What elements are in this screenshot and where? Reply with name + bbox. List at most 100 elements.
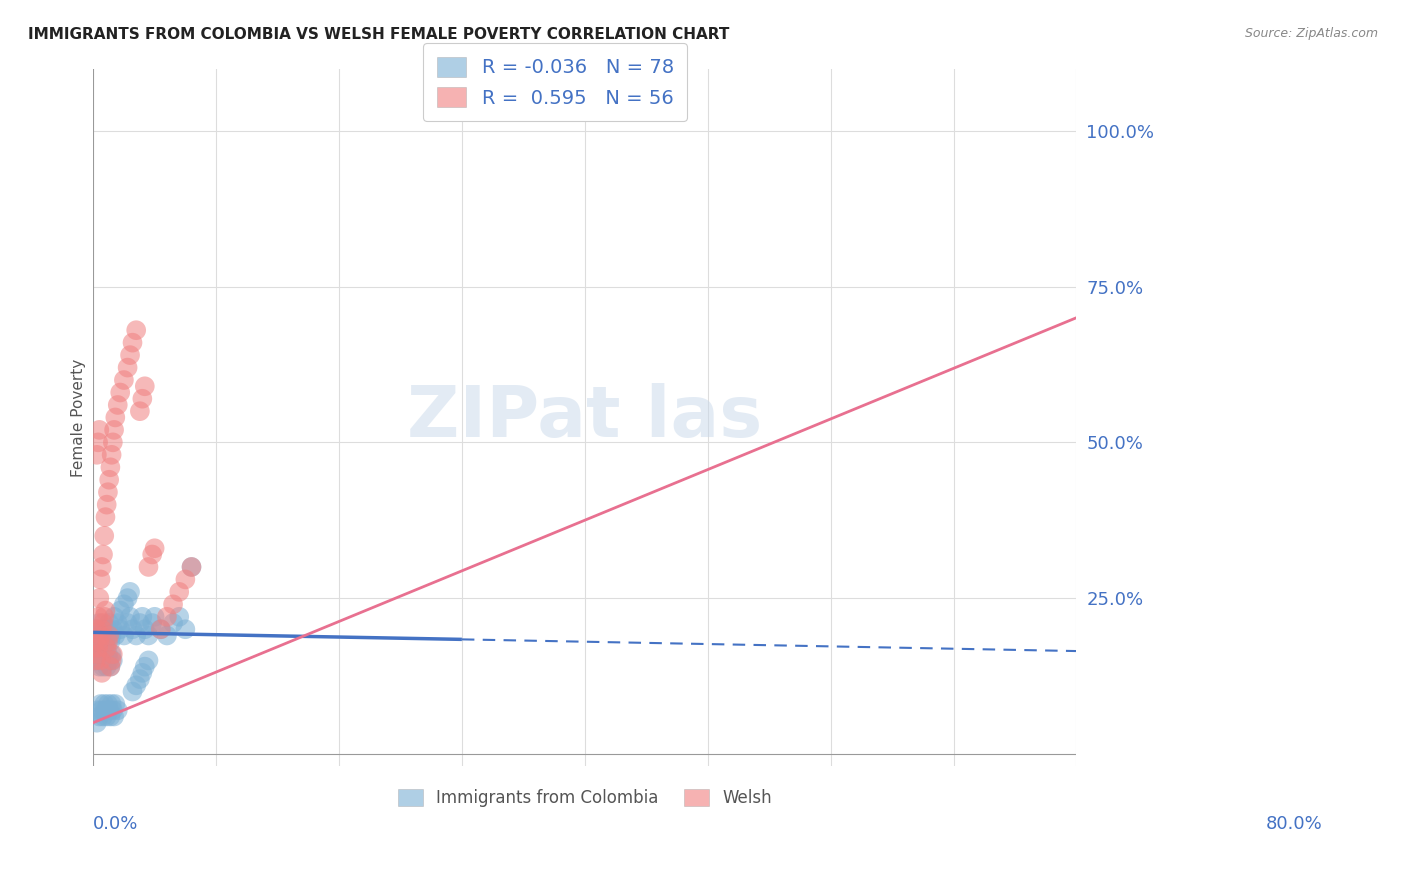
Point [101, 435, 124, 450]
Point [86, 647, 108, 661]
Text: IMMIGRANTS FROM COLOMBIA VS WELSH FEMALE POVERTY CORRELATION CHART: IMMIGRANTS FROM COLOMBIA VS WELSH FEMALE… [28, 27, 730, 42]
Point [131, 392, 153, 406]
Point [101, 653, 124, 667]
Point [134, 659, 156, 673]
Point [112, 598, 135, 612]
Point [100, 659, 122, 673]
Point [93, 529, 115, 543]
Point [100, 659, 122, 673]
Point [141, 548, 163, 562]
Point [125, 678, 148, 692]
Point [94, 634, 117, 648]
Point [91, 548, 114, 562]
Point [96, 628, 118, 642]
Point [84, 653, 107, 667]
Point [89, 615, 111, 630]
Point [86, 647, 108, 661]
Point [93, 647, 115, 661]
Point [87, 435, 110, 450]
Point [97, 622, 120, 636]
Point [97, 697, 120, 711]
Point [110, 622, 132, 636]
Point [89, 591, 111, 606]
Text: 80.0%: 80.0% [1265, 815, 1322, 833]
Point [131, 665, 153, 680]
Point [94, 510, 117, 524]
Point [98, 615, 121, 630]
Point [86, 622, 108, 636]
Point [104, 697, 127, 711]
Point [103, 423, 125, 437]
Point [94, 603, 117, 617]
Point [134, 379, 156, 393]
Point [141, 615, 163, 630]
Point [167, 585, 190, 599]
Text: ZIPat las: ZIPat las [408, 383, 762, 452]
Point [84, 653, 107, 667]
Point [100, 460, 122, 475]
Point [162, 615, 184, 630]
Point [100, 697, 122, 711]
Point [121, 684, 143, 698]
Point [107, 703, 129, 717]
Point [100, 653, 122, 667]
Point [97, 634, 120, 648]
Point [90, 573, 112, 587]
Point [128, 672, 150, 686]
Text: 0.0%: 0.0% [93, 815, 139, 833]
Point [87, 653, 110, 667]
Point [112, 628, 135, 642]
Point [180, 560, 202, 574]
Point [174, 573, 197, 587]
Point [100, 448, 122, 462]
Point [100, 634, 122, 648]
Point [86, 448, 108, 462]
Point [90, 703, 112, 717]
Point [86, 715, 108, 730]
Point [93, 622, 115, 636]
Point [156, 609, 179, 624]
Point [90, 560, 112, 574]
Point [156, 628, 179, 642]
Point [97, 485, 120, 500]
Point [96, 709, 118, 723]
Point [131, 609, 153, 624]
Point [90, 697, 112, 711]
Text: Source: ZipAtlas.com: Source: ZipAtlas.com [1244, 27, 1378, 40]
Point [110, 385, 132, 400]
Point [121, 335, 143, 350]
Point [98, 473, 121, 487]
Point [101, 647, 124, 661]
Point [90, 653, 112, 667]
Point [120, 348, 142, 362]
Point [104, 410, 127, 425]
Point [117, 591, 139, 606]
Point [93, 609, 115, 624]
Point [96, 640, 118, 655]
Point [107, 398, 129, 412]
Point [125, 323, 148, 337]
Point [103, 709, 125, 723]
Point [149, 622, 172, 636]
Point [98, 703, 121, 717]
Point [100, 628, 122, 642]
Point [125, 628, 148, 642]
Point [138, 560, 160, 574]
Point [101, 622, 124, 636]
Point [110, 603, 132, 617]
Point [167, 609, 190, 624]
Point [180, 560, 202, 574]
Point [117, 360, 139, 375]
Point [174, 622, 197, 636]
Point [98, 653, 121, 667]
Point [138, 628, 160, 642]
Point [90, 628, 112, 642]
Point [94, 653, 117, 667]
Point [89, 423, 111, 437]
Point [86, 622, 108, 636]
Point [100, 647, 122, 661]
Point [121, 622, 143, 636]
Point [128, 615, 150, 630]
Point [90, 634, 112, 648]
Point [90, 647, 112, 661]
